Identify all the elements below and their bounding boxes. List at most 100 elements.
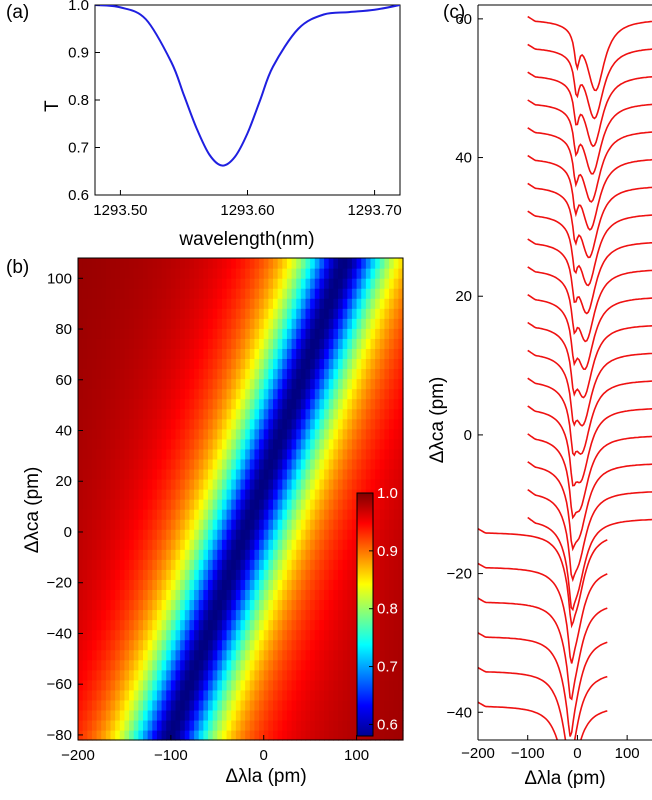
heatmap-cell: [319, 519, 325, 530]
heatmap-cell: [189, 689, 195, 701]
heatmap-cell: [249, 468, 256, 480]
heatmap-cell: [221, 358, 228, 370]
heatmap-cell: [277, 458, 283, 470]
heatmap-cell: [249, 509, 256, 520]
heatmap-cell: [161, 288, 167, 299]
heatmap-cell: [351, 258, 358, 269]
heatmap-cell: [96, 398, 102, 410]
heatmap-cell: [393, 669, 399, 681]
heatmap-cell: [296, 639, 302, 651]
heatmap-cell: [314, 378, 321, 390]
heatmap-cell: [263, 519, 269, 530]
heatmap-cell: [166, 729, 172, 741]
heatmap-cell: [143, 268, 149, 279]
heatmap-cell: [310, 669, 316, 681]
heatmap-cell: [393, 599, 399, 611]
heatmap-cell: [152, 318, 158, 329]
heatmap-cell: [305, 398, 311, 410]
heatmap-cell: [198, 559, 204, 570]
heatmap-cell: [240, 378, 246, 390]
heatmap-cell: [393, 679, 399, 691]
heatmap-cell: [198, 448, 204, 460]
heatmap-cell: [379, 519, 386, 530]
heatmap-cell: [198, 258, 204, 269]
heatmap-cell: [87, 529, 93, 540]
heatmap-cell: [342, 619, 348, 631]
heatmap-cell: [235, 478, 242, 490]
heatmap-cell: [235, 579, 242, 590]
heatmap-cell: [319, 478, 325, 490]
heatmap-cell: [82, 408, 88, 420]
heatmap-cell: [203, 428, 209, 440]
heatmap-cell: [282, 288, 288, 299]
heatmap-cell: [351, 549, 358, 560]
heatmap-cell: [282, 398, 288, 410]
heatmap-cell: [184, 649, 191, 661]
heatmap-cell: [105, 308, 112, 319]
heatmap-cell: [384, 408, 390, 420]
heatmap-cell: [180, 428, 186, 440]
heatmap-cell: [78, 318, 84, 329]
heatmap-cell: [361, 268, 367, 279]
heatmap-cell: [370, 368, 376, 380]
heatmap-cell: [119, 268, 126, 279]
heatmap-cell: [78, 619, 84, 631]
heatmap-cell: [333, 549, 339, 560]
heatmap-cell: [101, 719, 107, 731]
heatmap-cell: [198, 719, 204, 731]
heatmap-cell: [240, 368, 246, 380]
heatmap-cell: [156, 298, 163, 309]
panel-c-spectrum-series: [478, 597, 608, 701]
heatmap-cell: [263, 689, 269, 701]
heatmap-cell: [300, 488, 307, 500]
heatmap-cell: [198, 388, 204, 400]
heatmap-cell: [119, 358, 126, 370]
heatmap-cell: [138, 388, 144, 400]
heatmap-cell: [347, 468, 353, 480]
heatmap-cell: [184, 619, 191, 631]
heatmap-cell: [361, 418, 367, 430]
heatmap-cell: [300, 709, 307, 721]
heatmap-cell: [138, 378, 144, 390]
heatmap-cell: [110, 388, 116, 400]
heatmap-cell: [166, 699, 172, 711]
heatmap-cell: [156, 488, 163, 500]
heatmap-cell: [170, 569, 177, 580]
heatmap-cell: [263, 619, 269, 631]
heatmap-cell: [96, 709, 102, 721]
heatmap-cell: [180, 549, 186, 560]
heatmap-cell: [384, 488, 390, 500]
heatmap-cell: [133, 488, 139, 500]
heatmap-cell: [296, 559, 302, 570]
heatmap-cell: [115, 599, 121, 611]
heatmap-cell: [180, 519, 186, 530]
heatmap-cell: [342, 368, 348, 380]
heatmap-cell: [254, 599, 260, 611]
heatmap-cell: [351, 398, 358, 410]
heatmap-cell: [212, 378, 218, 390]
heatmap-cell: [254, 559, 260, 570]
heatmap-cell: [208, 599, 214, 611]
heatmap-cell: [361, 398, 367, 410]
heatmap-cell: [356, 268, 362, 279]
heatmap-cell: [96, 298, 102, 309]
heatmap-cell: [115, 468, 121, 480]
panel-a-y-tick-label: 0.6: [68, 187, 89, 204]
heatmap-cell: [328, 659, 334, 671]
heatmap-cell: [342, 499, 348, 510]
heatmap-cell: [175, 328, 181, 339]
heatmap-cell: [249, 308, 256, 319]
heatmap-cell: [203, 388, 209, 400]
heatmap-cell: [110, 438, 116, 450]
heatmap-cell: [170, 258, 177, 269]
heatmap-cell: [161, 719, 167, 731]
heatmap-cell: [310, 549, 316, 560]
heatmap-cell: [319, 499, 325, 510]
heatmap-cell: [91, 719, 98, 731]
heatmap-cell: [189, 639, 195, 651]
panel-c-spectrum-series: [527, 266, 652, 343]
heatmap-cell: [296, 388, 302, 400]
heatmap-cell: [87, 318, 93, 329]
heatmap-cell: [393, 448, 399, 460]
heatmap-cell: [328, 428, 334, 440]
